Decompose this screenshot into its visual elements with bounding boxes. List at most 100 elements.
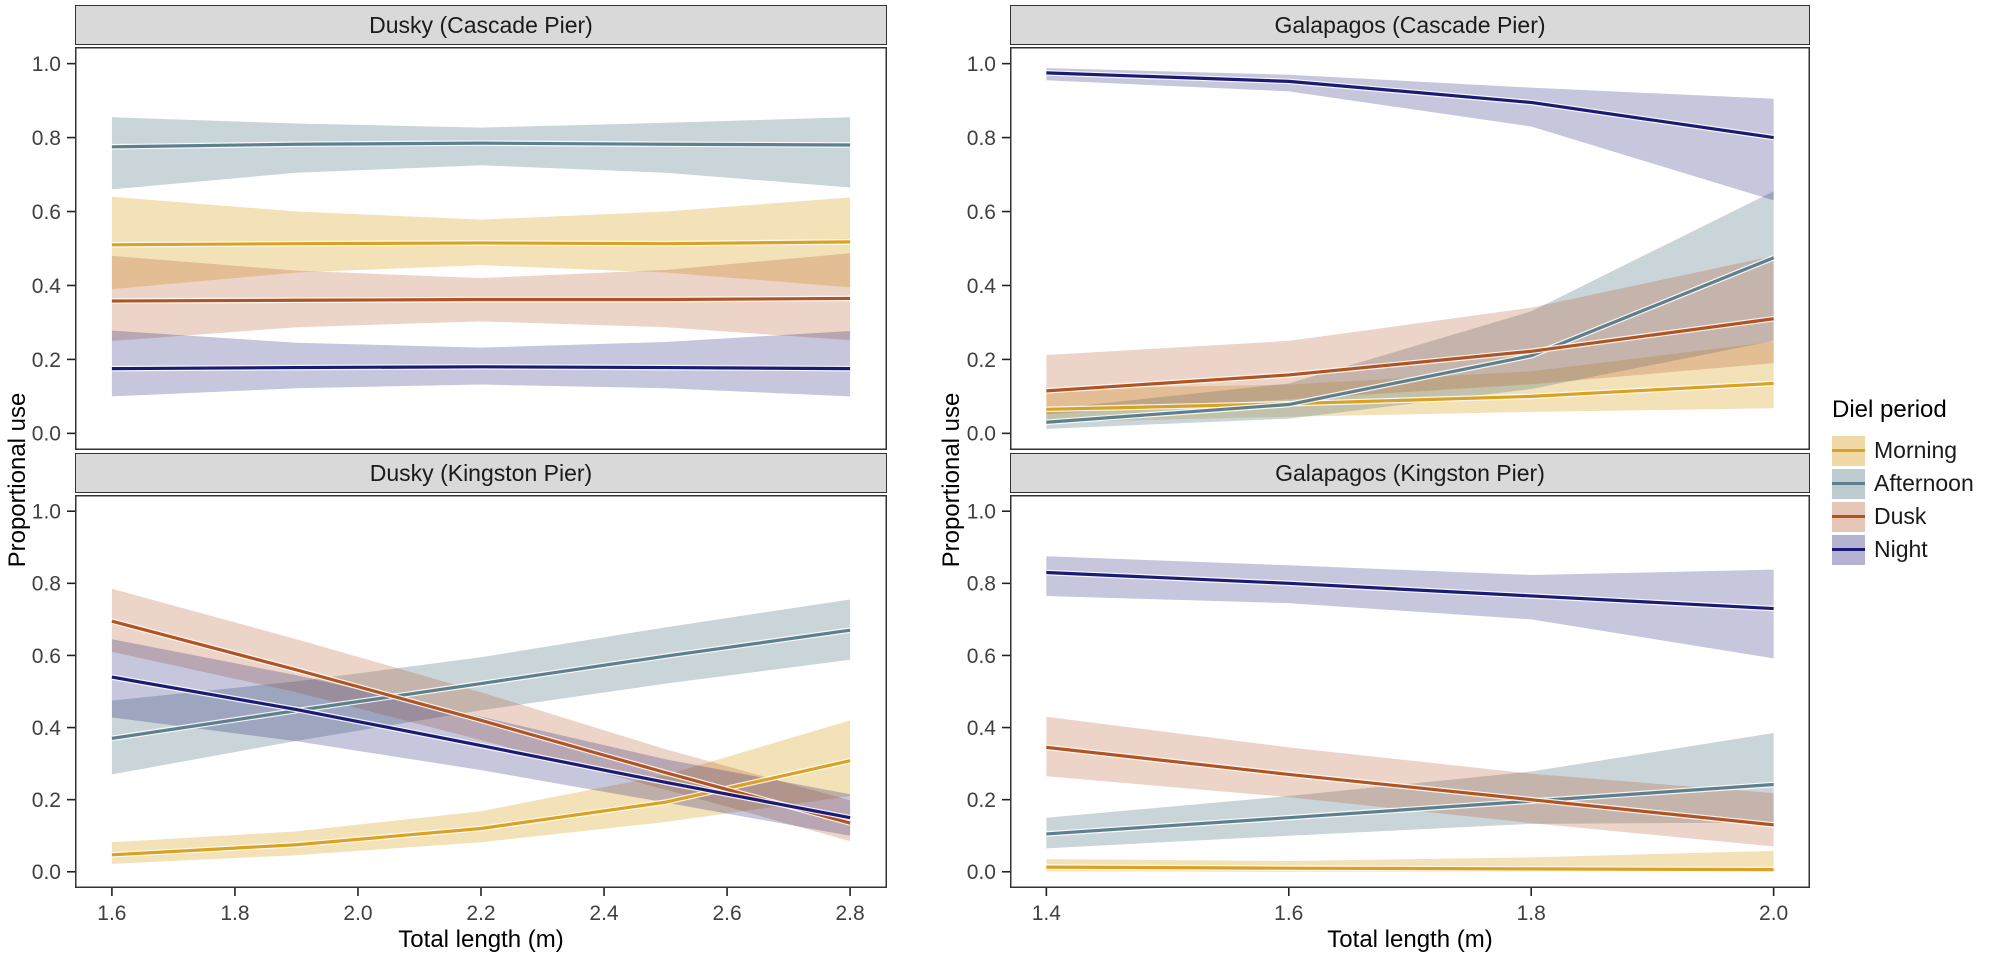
line-dusk — [111, 619, 851, 825]
x-tick-label: 2.6 — [712, 902, 741, 925]
line-afternoon — [1046, 782, 1774, 836]
legend-item-morning: Morning — [1832, 434, 1988, 467]
legend-label: Morning — [1874, 437, 1958, 463]
legend-label: Afternoon — [1874, 470, 1974, 496]
panel-border — [75, 495, 887, 888]
ribbon-afternoon — [111, 117, 851, 190]
y-tick-label: 0.2 — [32, 789, 61, 812]
legend: Diel period Morning Afternoon Dusk Night — [1832, 396, 1988, 566]
x-tick-label: 1.8 — [1517, 902, 1546, 925]
line-dusk — [111, 296, 851, 303]
ribbon-dusk — [111, 588, 851, 842]
x-tick-label: 2.2 — [466, 902, 495, 925]
y-tick-label: 0.4 — [967, 717, 997, 740]
ribbon-afternoon — [1046, 191, 1774, 429]
line-afternoon — [111, 628, 851, 740]
facet-galapagos-cascade: Galapagos (Cascade Pier) 0.0 0.2 0.4 0.6 0.8… — [967, 5, 1810, 450]
legend-label: Dusk — [1874, 503, 1927, 529]
legend-key-swatch — [1832, 534, 1865, 565]
ribbon-dusk — [1046, 255, 1774, 415]
legend-key-swatch — [1832, 501, 1865, 532]
y-tick-label: 0.4 — [32, 717, 62, 740]
line-night — [111, 675, 851, 820]
y-tick-label: 0.2 — [967, 789, 996, 812]
facet-strip-title: Dusky (Kingston Pier) — [369, 459, 593, 486]
facet-dusky-cascade: Dusky (Cascade Pier) 0.0 0.2 0.4 0.6 0.8 1.0 — [32, 5, 887, 450]
line-morning — [111, 240, 851, 247]
line-afternoon — [111, 141, 851, 149]
facet-strip: Galapagos (Cascade Pier) — [1010, 5, 1810, 45]
x-tick-label: 1.8 — [220, 902, 249, 925]
y-tick-label: 0.6 — [32, 645, 61, 668]
legend-key-line — [1832, 548, 1865, 551]
y-tick-label: 0.0 — [967, 861, 996, 884]
legend-key-swatch — [1832, 435, 1865, 466]
ribbon-night — [1046, 68, 1774, 201]
x-tick-label: 2.8 — [835, 902, 864, 925]
legend-title: Diel period — [1832, 396, 1947, 423]
panel-border — [1010, 495, 1810, 888]
x-tick-label: 2.0 — [343, 902, 372, 925]
panel-galapagos-kingston: 0.0 0.2 0.4 0.6 0.8 1.0 1.4 1.6 1.8 2.0 — [967, 495, 1810, 925]
y-tick-label: 1.0 — [32, 501, 61, 524]
y-tick-label: 0.0 — [32, 423, 61, 446]
x-tick-label: 2.0 — [1759, 902, 1788, 925]
ribbon-afternoon — [111, 599, 851, 775]
panel-dusky-cascade: 0.0 0.2 0.4 0.6 0.8 1.0 — [32, 47, 887, 450]
y-tick-label: 0.8 — [32, 127, 61, 150]
panel-border — [75, 47, 887, 450]
ribbon-dusk — [1046, 716, 1774, 847]
y-tick-label: 0.4 — [967, 275, 997, 298]
y-tick-label: 0.8 — [967, 573, 996, 596]
facet-strip-title: Dusky (Cascade Pier) — [369, 11, 593, 38]
legend-key-line — [1832, 482, 1865, 485]
legend-key-line — [1832, 449, 1865, 452]
facet-strip-title: Galapagos (Kingston Pier) — [1275, 459, 1545, 486]
panel-dusky-kingston: 0.0 0.2 0.4 0.6 0.8 1.0 1.6 1.8 2.0 2.2 2.4 2.6 2.8 — [32, 495, 887, 925]
y-tick-label: 0.6 — [967, 201, 996, 224]
y-tick-label: 0.8 — [967, 127, 996, 150]
x-axis-title-right: Total length (m) — [1327, 926, 1493, 953]
line-afternoon — [1046, 256, 1775, 424]
x-axis-title-left: Total length (m) — [398, 926, 564, 953]
x-tick-label: 1.6 — [97, 902, 126, 925]
legend-item-dusk: Dusk — [1832, 500, 1988, 533]
facet-galapagos-kingston: Galapagos (Kingston Pier) 0.0 0.2 0.4 0.6 0.… — [967, 453, 1810, 925]
line-morning — [1046, 865, 1774, 872]
line-dusk — [1046, 745, 1774, 827]
legend-item-night: Night — [1832, 533, 1988, 566]
x-tick-label: 1.6 — [1274, 902, 1303, 925]
facet-strip: Dusky (Kingston Pier) — [75, 453, 887, 493]
y-tick-label: 0.2 — [32, 349, 61, 372]
y-tick-label: 0.0 — [32, 861, 61, 884]
ribbon-night — [1046, 556, 1774, 659]
y-axis-title-right: Proportional use — [938, 392, 965, 568]
x-tick-label: 1.4 — [1032, 902, 1062, 925]
legend-label: Night — [1874, 536, 1928, 562]
y-tick-label: 0.0 — [967, 423, 996, 446]
line-night — [1046, 71, 1774, 140]
y-axis-title-left: Proportional use — [4, 392, 31, 568]
facet-strip: Galapagos (Kingston Pier) — [1010, 453, 1810, 493]
legend-key-swatch — [1832, 468, 1865, 499]
facet-dusky-kingston: Dusky (Kingston Pier) 0.0 0.2 0.4 0.6 0.8 1.0… — [32, 453, 887, 925]
y-tick-label: 1.0 — [967, 53, 996, 76]
y-tick-label: 1.0 — [967, 501, 996, 524]
panel-galapagos-cascade: 0.0 0.2 0.4 0.6 0.8 1.0 — [967, 47, 1810, 450]
line-dusk — [1046, 317, 1774, 393]
legend-key-line — [1832, 515, 1865, 518]
y-tick-label: 0.6 — [967, 645, 996, 668]
y-tick-label: 0.4 — [32, 275, 62, 298]
x-tick-label: 2.4 — [589, 902, 619, 925]
legend-item-afternoon: Afternoon — [1832, 467, 1988, 500]
legend-items: Morning Afternoon Dusk Night — [1832, 434, 1988, 566]
ribbon-night — [111, 330, 851, 397]
line-night — [1046, 570, 1774, 611]
line-morning — [1046, 381, 1774, 411]
ribbon-night — [111, 639, 851, 836]
y-tick-label: 0.8 — [32, 573, 61, 596]
facet-strip: Dusky (Cascade Pier) — [75, 5, 887, 45]
panel-border — [1010, 47, 1810, 450]
y-tick-label: 0.2 — [967, 349, 996, 372]
